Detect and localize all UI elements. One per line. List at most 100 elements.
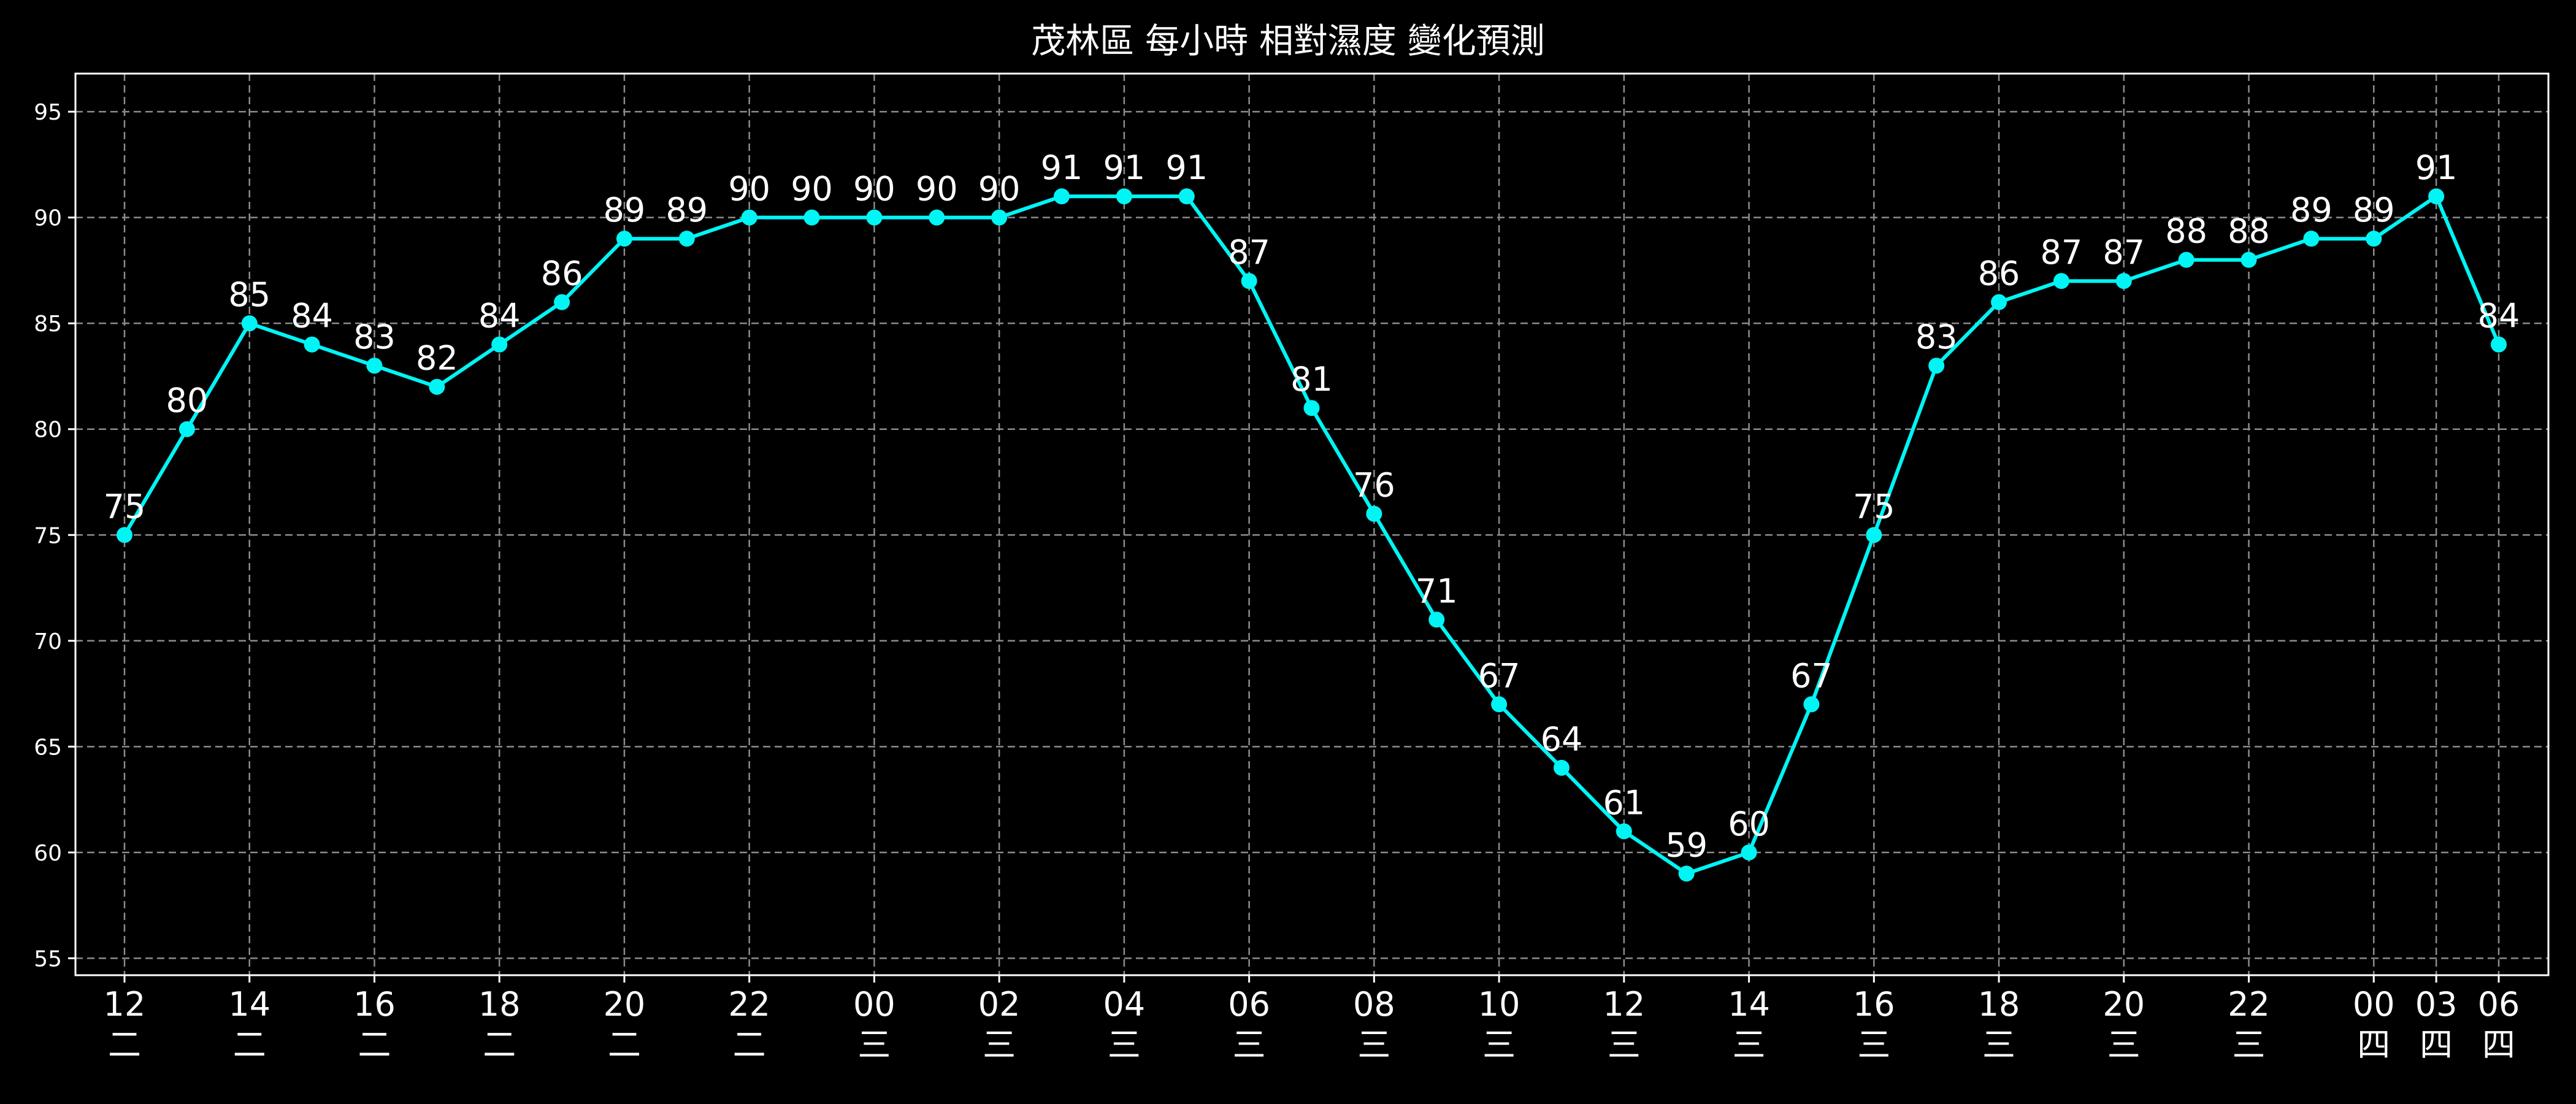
data-point-marker [1678, 865, 1695, 882]
data-label: 90 [728, 170, 770, 209]
data-point-marker [1991, 294, 2007, 310]
x-tick-hour-label: 12 [104, 985, 146, 1024]
x-tick-day-label: 二 [233, 1025, 266, 1064]
data-label: 84 [478, 297, 521, 335]
y-tick-label: 55 [34, 946, 62, 972]
data-point-marker [678, 231, 695, 247]
data-label: 86 [541, 255, 583, 293]
data-point-marker [2115, 273, 2132, 289]
x-tick-hour-label: 18 [478, 985, 521, 1024]
data-point-marker [554, 294, 570, 310]
x-tick-hour-label: 22 [728, 985, 770, 1024]
data-label: 75 [104, 487, 146, 526]
x-tick-hour-label: 16 [1853, 985, 1895, 1024]
data-point-marker [929, 209, 945, 226]
data-point-marker [866, 209, 883, 226]
data-label: 91 [2415, 148, 2458, 187]
plot-frame [74, 72, 2550, 976]
data-labels: 75 80 85 84 83 82 84 86 89 89 90 90 90 90 90 91 91 91 87 81… [104, 148, 2520, 864]
data-point-marker [741, 209, 757, 226]
data-point-marker [117, 527, 132, 543]
x-tick-day-label: 三 [1608, 1025, 1641, 1064]
x-tick-day-label: 三 [983, 1025, 1016, 1064]
data-point-marker [1741, 844, 1757, 861]
x-tick-hour-label: 22 [2228, 985, 2270, 1024]
data-label: 85 [228, 275, 270, 314]
data-point-marker [1928, 358, 1945, 374]
y-tick-label: 80 [34, 418, 62, 443]
data-label: 87 [2041, 233, 2083, 272]
x-tick-hour-label: 04 [1103, 985, 1146, 1024]
y-tick-label: 95 [34, 100, 62, 125]
data-label: 84 [2478, 297, 2520, 335]
y-tick-label: 85 [34, 312, 62, 337]
x-tick-hour-label: 06 [1228, 985, 1270, 1024]
x-tick-hour-label: 14 [228, 985, 270, 1024]
y-tick-label: 70 [34, 629, 62, 654]
data-label: 80 [166, 381, 209, 420]
x-tick-hour-label: 00 [853, 985, 895, 1024]
data-label: 91 [1103, 148, 1146, 187]
data-point-marker [2491, 336, 2507, 353]
x-tick-day-label: 二 [733, 1025, 766, 1064]
data-label: 89 [604, 191, 646, 229]
data-label: 83 [1915, 318, 1958, 356]
x-tick-hour-label: 20 [604, 985, 646, 1024]
data-point-marker [2241, 251, 2257, 268]
x-tick-hour-label: 14 [1728, 985, 1770, 1024]
data-label: 88 [2228, 212, 2270, 251]
x-tick-day-label: 三 [857, 1025, 891, 1064]
data-point-marker [178, 421, 195, 437]
data-point-marker [1616, 823, 1632, 840]
x-tick-day-label: 三 [1733, 1025, 1766, 1064]
data-label: 60 [1728, 805, 1770, 843]
data-point-marker [991, 209, 1008, 226]
data-label: 90 [791, 170, 833, 209]
x-tick-hour-label: 02 [978, 985, 1021, 1024]
data-label: 71 [1416, 572, 1458, 610]
x-tick-hour-label: 06 [2478, 985, 2520, 1024]
x-tick-hour-label: 08 [1353, 985, 1395, 1024]
x-tick-day-label: 三 [1233, 1025, 1266, 1064]
x-tick-hour-label: 12 [1603, 985, 1645, 1024]
x-tick-day-label: 三 [1482, 1025, 1516, 1064]
x-tick-day-label: 三 [1108, 1025, 1141, 1064]
x-tick-hour-label: 10 [1478, 985, 1520, 1024]
x-tick-day-label: 二 [483, 1025, 516, 1064]
data-point-marker [2366, 231, 2382, 247]
y-tick-label: 60 [34, 841, 62, 866]
data-label: 87 [1228, 233, 1270, 272]
x-tick-day-label: 二 [108, 1025, 141, 1064]
data-point-marker [2303, 231, 2320, 247]
humidity-series [117, 188, 2507, 882]
data-point-marker [1366, 505, 1382, 522]
data-label: 61 [1603, 783, 1645, 822]
x-tick-day-label: 四 [2420, 1025, 2453, 1064]
x-tick-day-label: 三 [2233, 1025, 2266, 1064]
data-point-marker [1553, 759, 1570, 776]
data-label: 91 [1041, 148, 1083, 187]
data-label: 89 [2290, 191, 2333, 229]
data-point-marker [241, 315, 258, 332]
data-label: 90 [916, 170, 958, 209]
data-point-marker [1803, 696, 1820, 713]
data-label: 89 [2353, 191, 2395, 229]
data-point-marker [1303, 400, 1320, 416]
data-point-marker [1116, 188, 1132, 205]
data-label: 75 [1853, 487, 1895, 526]
x-tick-day-label: 四 [2482, 1025, 2515, 1064]
x-tick-hour-label: 16 [353, 985, 396, 1024]
x-tick-day-label: 二 [358, 1025, 391, 1064]
x-tick-day-label: 四 [2357, 1025, 2390, 1064]
data-label: 90 [853, 170, 895, 209]
x-tick-hour-label: 18 [1978, 985, 2020, 1024]
data-label: 67 [1790, 656, 1833, 695]
x-tick-day-label: 二 [608, 1025, 641, 1064]
data-point-marker [2178, 251, 2195, 268]
chart-title: 茂林區 每小時 相對濕度 變化預測 [1031, 21, 1544, 61]
x-tick-day-label: 三 [1982, 1025, 2015, 1064]
data-point-marker [491, 336, 508, 353]
y-tick-label: 65 [34, 735, 62, 760]
